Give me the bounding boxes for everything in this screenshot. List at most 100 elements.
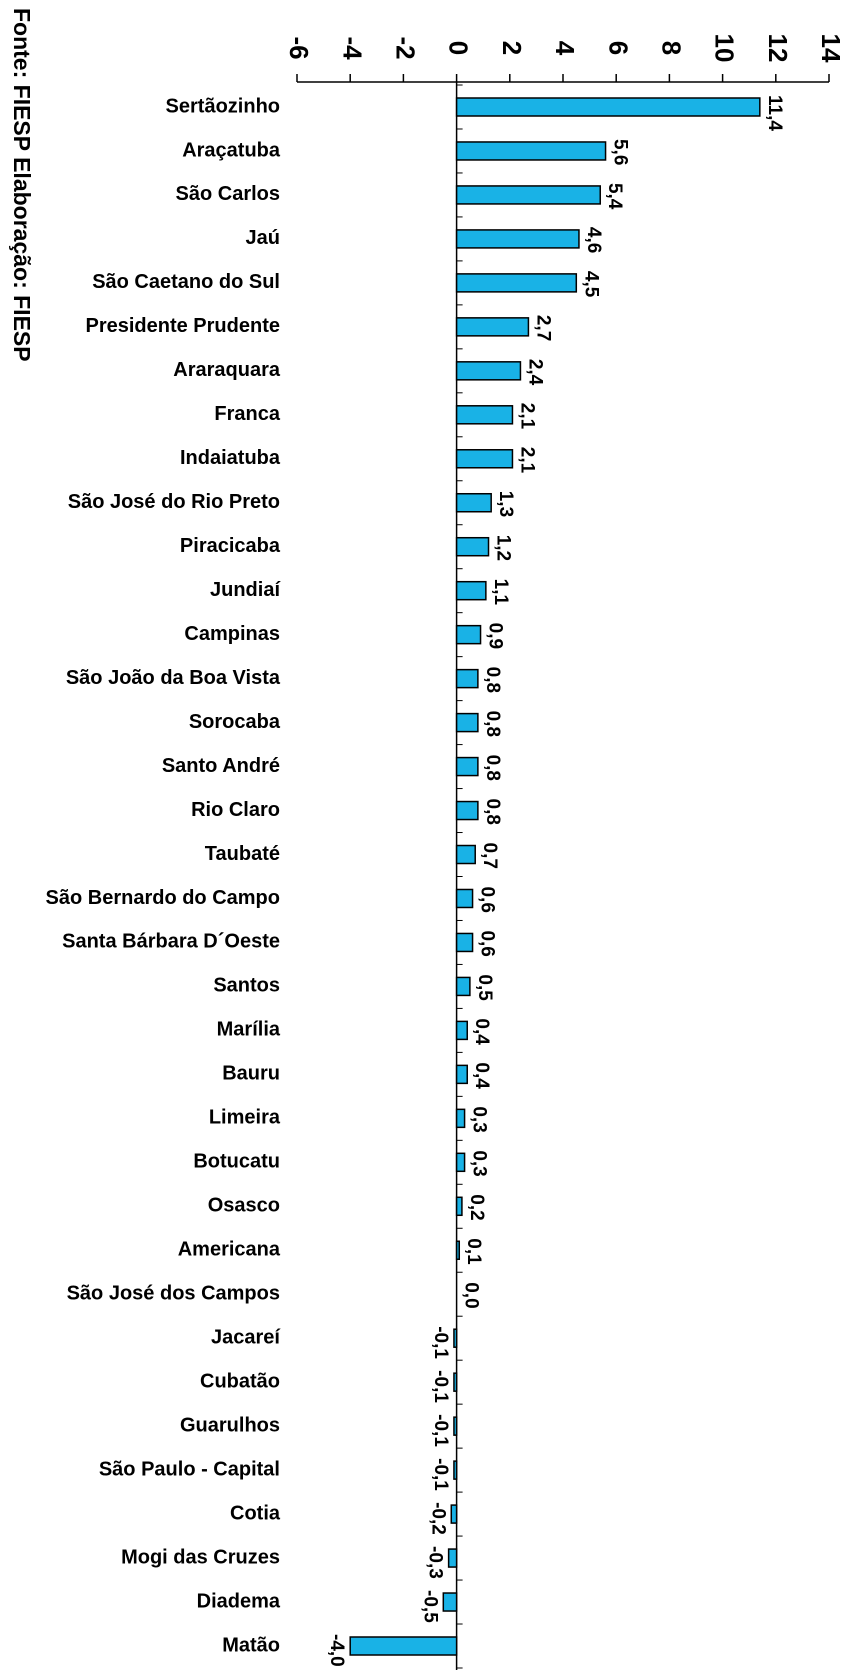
bar	[455, 1196, 463, 1217]
value-label: 0,5	[474, 974, 495, 1001]
bar	[455, 888, 474, 909]
x-tick-label: -4	[337, 36, 367, 60]
bar	[455, 712, 479, 733]
category-label: Bauru	[222, 1063, 280, 1085]
value-label: 0,0	[461, 1282, 482, 1308]
x-tick-label: 4	[550, 41, 580, 56]
bar	[455, 449, 514, 469]
bar	[455, 800, 479, 821]
bar	[455, 1108, 466, 1129]
bar	[455, 185, 601, 205]
value-label: 0,6	[477, 886, 498, 912]
bar	[442, 1592, 458, 1612]
value-label: 2,1	[516, 403, 537, 430]
value-label: -0,1	[430, 1414, 451, 1447]
category-label: São Paulo - Capital	[99, 1458, 280, 1480]
category-label: Araraquara	[173, 359, 281, 381]
category-label: Matão	[222, 1634, 280, 1656]
category-label: Botucatu	[193, 1151, 280, 1173]
category-label: Jundiaí	[210, 579, 281, 601]
value-label: 0,8	[482, 711, 503, 737]
value-label: 5,6	[610, 139, 631, 165]
value-label: 5,4	[604, 183, 625, 210]
bar	[455, 1152, 466, 1173]
value-label: 0,4	[471, 1062, 492, 1089]
x-tick-label: 10	[710, 34, 740, 63]
x-tick-label: 12	[763, 34, 793, 63]
category-label: Americana	[178, 1239, 281, 1261]
bar	[455, 844, 476, 865]
category-label: Campinas	[184, 623, 280, 645]
bar	[455, 317, 530, 337]
value-label: 0,7	[479, 843, 500, 869]
category-label: Piracicaba	[180, 535, 281, 557]
value-label: -0,1	[430, 1326, 451, 1359]
category-label: São Carlos	[176, 183, 280, 205]
bar	[455, 668, 479, 689]
bar	[450, 1504, 458, 1524]
value-label: 0,8	[482, 667, 503, 693]
value-label: 1,2	[493, 535, 514, 561]
category-label: São Bernardo do Campo	[46, 887, 280, 909]
value-label: -0,2	[427, 1502, 448, 1535]
bar	[455, 1064, 468, 1085]
bar	[349, 1636, 458, 1656]
value-label: 1,3	[495, 491, 516, 517]
bar	[455, 141, 607, 161]
category-label: Rio Claro	[191, 799, 280, 821]
value-label: 4,6	[583, 227, 604, 253]
value-label: 2,7	[532, 315, 553, 341]
bar	[455, 932, 474, 953]
x-tick-label: -2	[391, 36, 421, 59]
x-tick-label: -6	[284, 36, 314, 59]
category-label: Cotia	[230, 1502, 281, 1524]
category-label: Santos	[213, 975, 280, 997]
category-label: Santo André	[162, 755, 280, 777]
bar	[455, 405, 514, 425]
category-label: Jacareí	[211, 1326, 281, 1348]
category-label: Franca	[214, 403, 280, 425]
value-label: 11,4	[764, 95, 785, 131]
bar	[453, 1416, 458, 1436]
value-label: 2,1	[516, 447, 537, 474]
category-label: Santa Bárbara D´Oeste	[62, 931, 280, 953]
category-label: Sorocaba	[189, 711, 281, 733]
category-label: Sertãozinho	[166, 95, 280, 117]
bar	[455, 273, 578, 293]
value-label: 1,1	[490, 579, 511, 606]
x-tick-label: 2	[497, 41, 527, 55]
bar	[447, 1548, 458, 1568]
x-tick-label: 6	[603, 41, 633, 55]
category-label: Limeira	[209, 1107, 281, 1129]
bar	[455, 756, 479, 777]
category-label: Diadema	[197, 1590, 281, 1612]
bar	[455, 624, 482, 645]
value-label: -4,0	[326, 1634, 347, 1667]
value-label: 0,8	[482, 755, 503, 781]
value-label: -0,1	[430, 1458, 451, 1491]
bar	[455, 1020, 468, 1041]
value-label: 0,6	[477, 930, 498, 956]
bar	[455, 536, 490, 557]
value-label: 0,3	[469, 1106, 490, 1132]
value-label: 0,3	[469, 1150, 490, 1176]
value-label: 2,4	[524, 359, 545, 386]
bar	[455, 361, 522, 381]
value-label: 0,1	[463, 1238, 484, 1265]
bar	[455, 1240, 461, 1261]
category-label: Jaú	[246, 227, 280, 249]
value-label: -0,1	[430, 1370, 451, 1403]
bar	[453, 1372, 458, 1392]
value-label: -0,3	[425, 1546, 446, 1579]
value-label: 0,4	[471, 1018, 492, 1045]
bar	[455, 492, 492, 513]
bar	[455, 97, 761, 117]
bar	[453, 1460, 458, 1480]
category-label: Presidente Prudente	[85, 315, 280, 337]
category-label: São Caetano do Sul	[92, 271, 280, 293]
category-label: Cubatão	[200, 1370, 280, 1392]
bar	[453, 1328, 458, 1348]
value-label: -0,5	[419, 1590, 440, 1623]
category-label: Taubaté	[205, 843, 280, 865]
